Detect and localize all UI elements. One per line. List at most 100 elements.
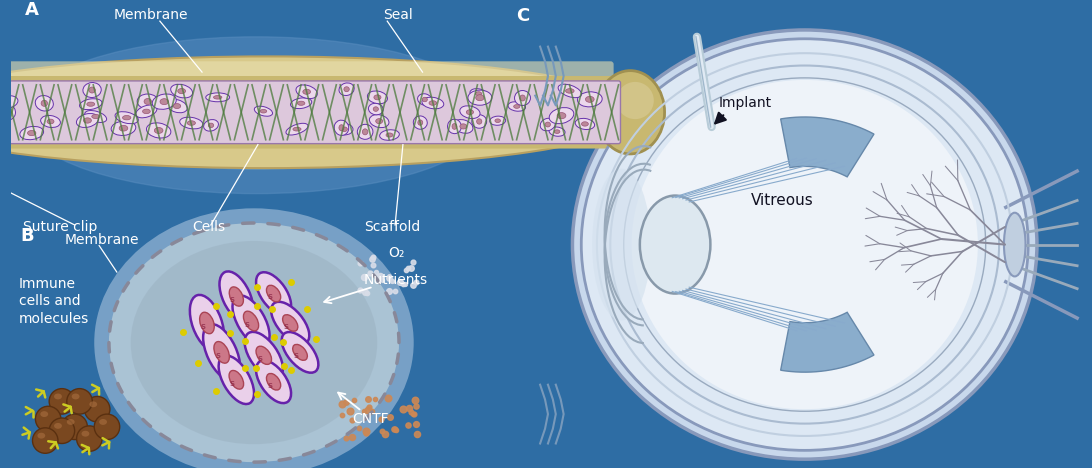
Polygon shape	[781, 117, 874, 177]
Ellipse shape	[256, 360, 292, 403]
Text: C: C	[517, 7, 530, 25]
Ellipse shape	[387, 133, 393, 137]
Ellipse shape	[35, 95, 54, 111]
Ellipse shape	[214, 342, 229, 363]
Text: Membrane: Membrane	[64, 233, 140, 247]
Ellipse shape	[489, 116, 506, 125]
Ellipse shape	[557, 113, 566, 119]
Ellipse shape	[549, 127, 565, 136]
Circle shape	[49, 418, 74, 444]
Ellipse shape	[476, 119, 482, 124]
Ellipse shape	[453, 119, 473, 133]
Ellipse shape	[27, 131, 36, 136]
Ellipse shape	[344, 87, 349, 92]
Ellipse shape	[293, 344, 307, 360]
Ellipse shape	[578, 92, 602, 107]
Ellipse shape	[575, 118, 595, 130]
FancyBboxPatch shape	[0, 81, 620, 144]
Ellipse shape	[178, 88, 186, 94]
Polygon shape	[781, 312, 874, 372]
Text: Scaffold: Scaffold	[364, 220, 420, 234]
Ellipse shape	[146, 123, 170, 138]
Ellipse shape	[429, 101, 437, 105]
Ellipse shape	[266, 373, 281, 390]
Ellipse shape	[302, 89, 310, 95]
Ellipse shape	[545, 122, 550, 127]
Text: A: A	[25, 1, 38, 19]
Ellipse shape	[209, 123, 214, 128]
Text: S: S	[215, 353, 221, 359]
Ellipse shape	[555, 130, 560, 133]
Ellipse shape	[20, 126, 44, 139]
Ellipse shape	[297, 101, 305, 105]
Ellipse shape	[260, 110, 266, 113]
Ellipse shape	[423, 97, 427, 102]
Text: Immune
cells and
molecules: Immune cells and molecules	[19, 277, 90, 326]
Ellipse shape	[448, 119, 461, 134]
Ellipse shape	[152, 94, 176, 110]
Ellipse shape	[558, 84, 582, 98]
Ellipse shape	[229, 287, 244, 306]
Ellipse shape	[86, 102, 95, 106]
Ellipse shape	[631, 80, 977, 409]
Ellipse shape	[452, 124, 456, 129]
Ellipse shape	[83, 118, 92, 123]
Ellipse shape	[190, 295, 224, 351]
Ellipse shape	[342, 127, 347, 132]
Ellipse shape	[218, 356, 254, 404]
Ellipse shape	[541, 118, 556, 131]
Ellipse shape	[170, 84, 192, 98]
Ellipse shape	[1004, 213, 1025, 277]
Ellipse shape	[514, 90, 531, 105]
Ellipse shape	[55, 394, 62, 399]
FancyBboxPatch shape	[0, 61, 614, 79]
Text: S: S	[230, 298, 235, 303]
Ellipse shape	[122, 116, 131, 120]
Ellipse shape	[37, 433, 45, 439]
Ellipse shape	[144, 98, 152, 104]
Ellipse shape	[94, 208, 414, 468]
Ellipse shape	[135, 105, 157, 118]
Ellipse shape	[109, 223, 399, 462]
Ellipse shape	[475, 92, 482, 95]
Ellipse shape	[174, 103, 180, 109]
Ellipse shape	[254, 106, 273, 116]
Ellipse shape	[40, 411, 48, 417]
Circle shape	[35, 406, 61, 432]
Ellipse shape	[131, 241, 377, 444]
Ellipse shape	[256, 272, 292, 315]
Ellipse shape	[83, 82, 102, 97]
Ellipse shape	[296, 85, 318, 99]
Circle shape	[33, 428, 58, 453]
Ellipse shape	[585, 96, 594, 102]
Ellipse shape	[70, 61, 442, 169]
Circle shape	[84, 396, 110, 422]
Ellipse shape	[476, 95, 484, 101]
Ellipse shape	[99, 419, 107, 425]
Ellipse shape	[200, 312, 214, 334]
Ellipse shape	[67, 419, 74, 425]
Ellipse shape	[582, 122, 589, 126]
Text: S: S	[268, 294, 272, 300]
Ellipse shape	[219, 271, 253, 322]
Ellipse shape	[0, 95, 17, 109]
Ellipse shape	[85, 110, 107, 123]
Ellipse shape	[80, 99, 102, 110]
Text: B: B	[21, 227, 34, 245]
Text: CNTF: CNTF	[352, 412, 389, 426]
Ellipse shape	[90, 402, 97, 407]
Ellipse shape	[373, 107, 379, 111]
Ellipse shape	[368, 103, 383, 115]
Ellipse shape	[596, 71, 665, 154]
Ellipse shape	[180, 117, 203, 129]
Ellipse shape	[460, 106, 480, 118]
Ellipse shape	[422, 97, 443, 109]
Ellipse shape	[373, 95, 381, 100]
Ellipse shape	[203, 324, 240, 380]
Circle shape	[67, 388, 93, 414]
Text: Implant: Implant	[719, 96, 772, 110]
Text: Vitreous: Vitreous	[751, 193, 814, 208]
Ellipse shape	[640, 196, 711, 293]
Text: S: S	[284, 324, 288, 330]
Ellipse shape	[417, 94, 432, 105]
